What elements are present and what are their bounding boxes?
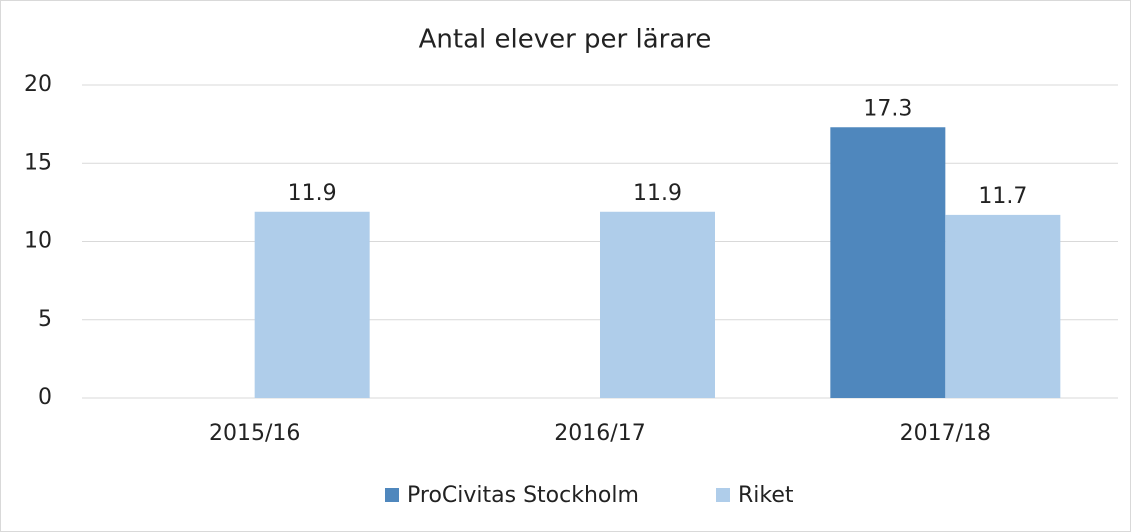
y-tick-label: 10	[24, 229, 52, 254]
data-label: 17.3	[863, 96, 912, 121]
bar	[945, 214, 1061, 398]
x-tick-label: 2016/17	[554, 421, 645, 446]
legend-swatch	[716, 488, 730, 502]
chart-title: Antal elever per lärare	[419, 25, 712, 55]
y-tick-label: 15	[24, 150, 52, 175]
data-label: 11.9	[288, 181, 337, 206]
x-tick-label: 2015/16	[209, 421, 300, 446]
y-tick-label: 5	[38, 307, 52, 332]
bar	[600, 211, 715, 398]
legend-label: ProCivitas Stockholm	[407, 483, 639, 508]
bar	[254, 211, 370, 398]
data-label: 11.9	[633, 181, 682, 206]
legend-label: Riket	[738, 483, 794, 508]
y-tick-label: 0	[38, 385, 52, 410]
bar	[830, 127, 946, 398]
y-tick-label: 20	[24, 72, 52, 97]
data-label: 11.7	[978, 184, 1027, 209]
legend-swatch	[385, 488, 399, 502]
x-tick-label: 2017/18	[900, 421, 991, 446]
